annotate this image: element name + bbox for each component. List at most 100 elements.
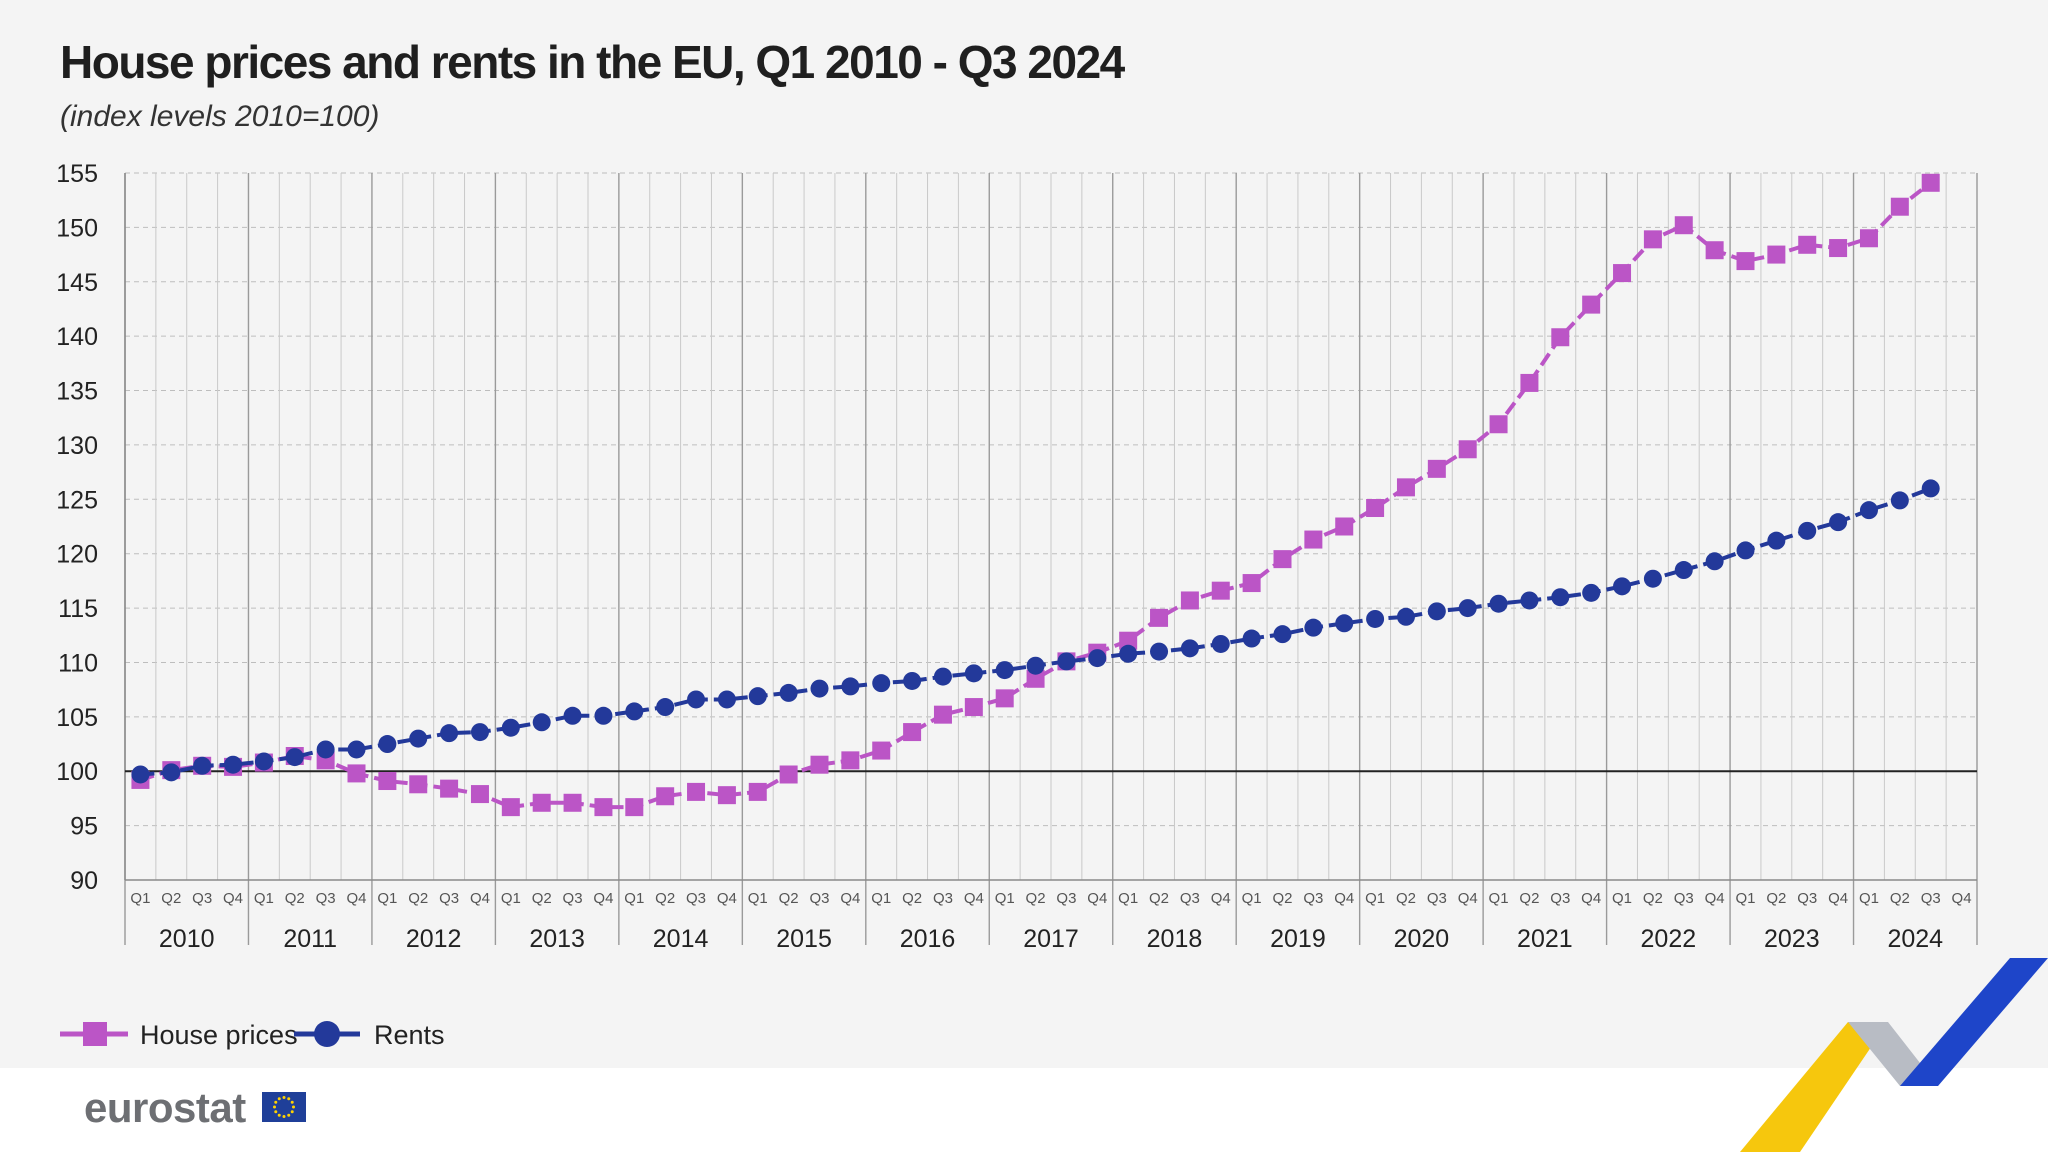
- legend-rents-label: Rents: [374, 1020, 445, 1050]
- x-tick-quarter: Q3: [1056, 890, 1076, 907]
- x-tick-quarter: Q3: [1674, 890, 1694, 907]
- data-point: [1582, 583, 1601, 602]
- x-tick-quarter: Q4: [1458, 890, 1478, 907]
- x-tick-quarter: Q3: [316, 890, 336, 907]
- data-point: [903, 671, 922, 690]
- data-point: [1829, 513, 1848, 532]
- data-point: [1427, 459, 1446, 478]
- data-point: [625, 702, 644, 721]
- y-tick-label: 135: [56, 378, 98, 406]
- data-point: [625, 798, 644, 817]
- x-tick-quarter: Q1: [254, 890, 274, 907]
- y-tick-label: 95: [70, 813, 98, 841]
- x-tick-quarter: Q1: [871, 890, 891, 907]
- data-point: [1767, 531, 1786, 550]
- ribbon-yellow: [1740, 1022, 1888, 1152]
- data-point: [1458, 440, 1477, 459]
- y-tick-label: 120: [56, 541, 98, 569]
- data-point: [1674, 216, 1693, 235]
- data-point: [903, 723, 922, 742]
- eu-star: [277, 1097, 281, 1101]
- series-line: [140, 486, 1932, 777]
- data-point: [1643, 230, 1662, 249]
- data-point: [1180, 639, 1199, 658]
- grid: [124, 172, 1978, 945]
- x-tick-quarter: Q1: [624, 890, 644, 907]
- eu-star: [292, 1105, 295, 1109]
- data-point: [872, 674, 891, 693]
- x-tick-quarter: Q2: [1396, 890, 1416, 907]
- data-point: [1551, 328, 1570, 347]
- eu-star: [282, 1096, 286, 1099]
- x-tick-quarter: Q3: [1797, 890, 1817, 907]
- data-point: [1551, 588, 1570, 607]
- data-point: [1582, 295, 1601, 314]
- x-tick-quarter: Q2: [532, 890, 552, 907]
- data-point: [810, 755, 829, 774]
- eu-star: [287, 1113, 291, 1117]
- x-tick-quarter: Q1: [1489, 890, 1509, 907]
- data-point: [1304, 530, 1323, 549]
- eu-star: [274, 1110, 278, 1114]
- x-tick-quarter: Q2: [1766, 890, 1786, 907]
- data-point: [470, 785, 489, 804]
- data-point: [409, 775, 428, 794]
- data-point: [1026, 656, 1045, 675]
- data-point: [995, 689, 1014, 708]
- y-tick-label: 145: [56, 269, 98, 297]
- data-point: [594, 706, 613, 725]
- x-tick-quarter: Q1: [1118, 890, 1138, 907]
- y-tick-label: 150: [56, 214, 98, 242]
- x-tick-quarter: Q3: [1303, 890, 1323, 907]
- chart-subtitle: (index levels 2010=100): [60, 100, 379, 133]
- x-tick-quarter: Q3: [192, 890, 212, 907]
- data-point: [748, 782, 767, 801]
- x-tick-quarter: Q2: [1026, 890, 1046, 907]
- data-point: [162, 763, 181, 782]
- data-point: [1119, 631, 1138, 650]
- y-tick-label: 100: [56, 758, 98, 786]
- data-point: [1859, 229, 1878, 248]
- x-tick-year: 2011: [283, 925, 337, 953]
- x-tick-quarter: Q2: [655, 890, 675, 907]
- data-point: [1335, 614, 1354, 633]
- data-point: [1211, 634, 1230, 653]
- data-point: [1736, 541, 1755, 560]
- data-point: [440, 724, 459, 743]
- x-tick-quarter: Q1: [1242, 890, 1262, 907]
- y-tick-label: 155: [56, 160, 98, 188]
- data-point: [1057, 652, 1076, 671]
- data-point: [501, 798, 520, 817]
- data-point: [440, 779, 459, 798]
- chart-title: House prices and rents in the EU, Q1 201…: [60, 36, 1126, 88]
- data-point: [193, 756, 212, 775]
- data-point: [1890, 197, 1909, 216]
- x-tick-year: 2020: [1394, 925, 1450, 953]
- data-point: [1150, 642, 1169, 661]
- eu-star: [273, 1105, 276, 1109]
- x-tick-quarter: Q1: [501, 890, 521, 907]
- x-tick-quarter: Q3: [686, 890, 706, 907]
- data-point: [1366, 499, 1385, 518]
- data-point: [470, 723, 489, 742]
- x-tick-quarter: Q4: [964, 890, 984, 907]
- x-tick-quarter: Q2: [1149, 890, 1169, 907]
- data-point: [1242, 574, 1261, 593]
- data-point: [1705, 552, 1724, 571]
- data-point: [1427, 602, 1446, 621]
- data-point: [532, 793, 551, 812]
- data-point: [1613, 577, 1632, 596]
- data-point: [656, 787, 675, 806]
- x-tick-quarter: Q1: [748, 890, 768, 907]
- data-point: [1520, 373, 1539, 392]
- x-tick-quarter: Q2: [408, 890, 428, 907]
- data-point: [1273, 625, 1292, 644]
- x-tick-quarter: Q2: [1643, 890, 1663, 907]
- data-point: [285, 748, 304, 767]
- x-tick-quarter: Q4: [593, 890, 613, 907]
- data-point: [687, 690, 706, 709]
- legend-item-house-prices: House prices: [60, 1020, 298, 1050]
- data-point: [378, 772, 397, 791]
- x-tick-quarter: Q3: [933, 890, 953, 907]
- x-tick-year: 2021: [1517, 925, 1573, 953]
